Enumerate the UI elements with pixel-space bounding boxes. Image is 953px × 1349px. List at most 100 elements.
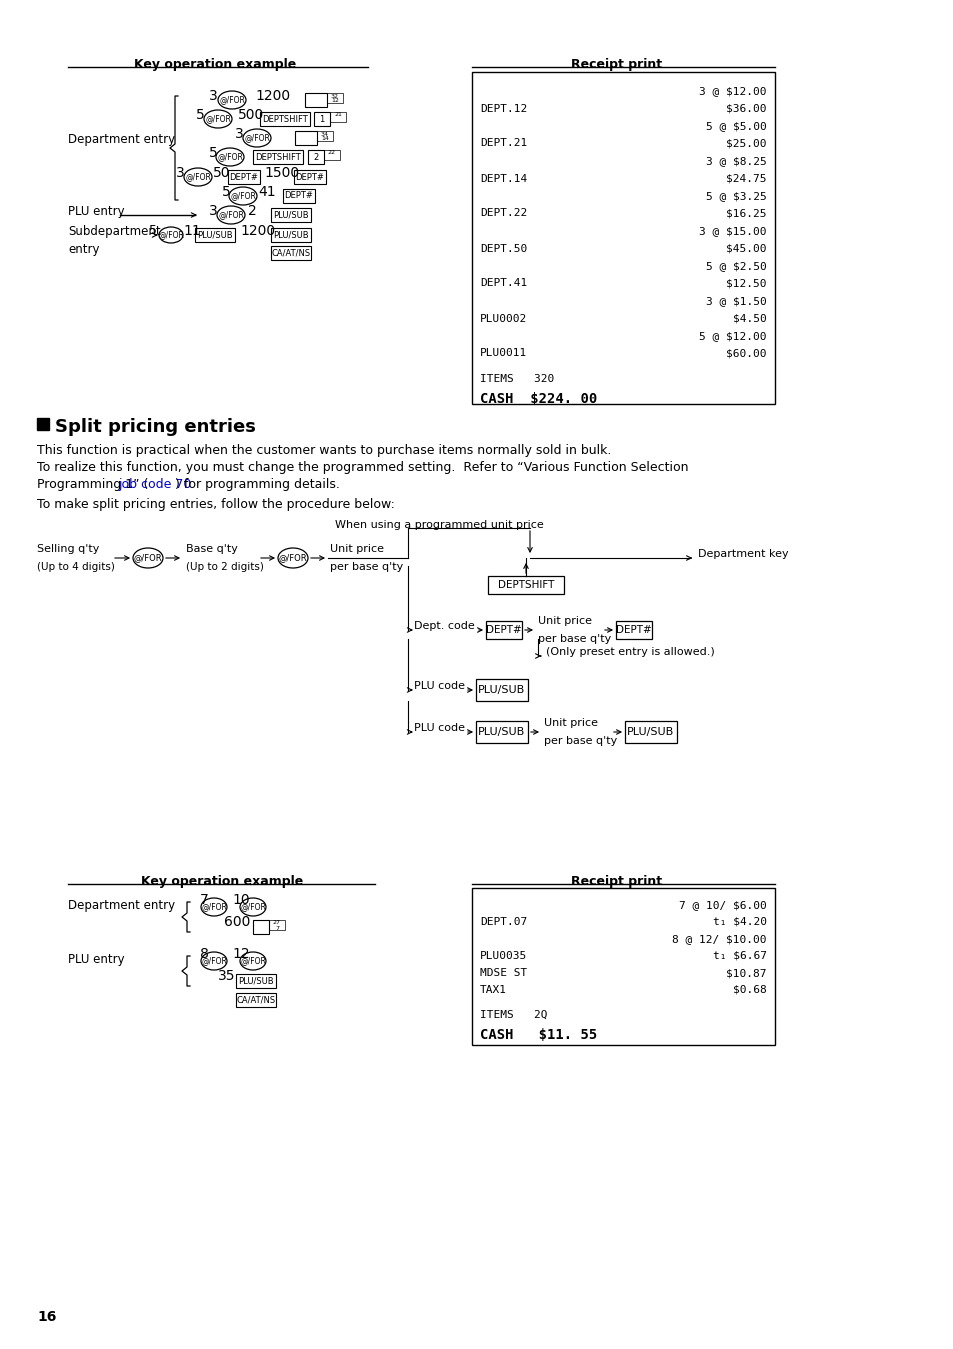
Text: DEPT.07: DEPT.07 — [479, 917, 527, 927]
Text: PLU/SUB: PLU/SUB — [273, 231, 309, 240]
Bar — [283, 189, 314, 202]
Bar — [472, 71, 774, 403]
Text: PLU/SUB: PLU/SUB — [477, 727, 525, 737]
Text: 5: 5 — [196, 108, 205, 121]
Text: per base q'ty: per base q'ty — [330, 563, 403, 572]
Text: Receipt print: Receipt print — [571, 58, 662, 71]
Bar — [271, 246, 311, 260]
Text: @/FOR: @/FOR — [218, 210, 244, 220]
Text: Selling q'ty: Selling q'ty — [37, 544, 99, 554]
Text: 14: 14 — [321, 136, 329, 142]
Text: 2: 2 — [313, 152, 318, 162]
Bar — [476, 679, 527, 701]
Text: 1500: 1500 — [264, 166, 299, 179]
Text: 3: 3 — [235, 127, 244, 142]
Text: When using a programmed unit price: When using a programmed unit price — [335, 519, 543, 530]
Text: DEPT#: DEPT# — [486, 625, 521, 635]
Bar — [253, 150, 303, 165]
Text: 3 @ $8.25: 3 @ $8.25 — [705, 156, 766, 166]
Text: t₁ $6.67: t₁ $6.67 — [712, 951, 766, 960]
Bar — [228, 170, 260, 183]
Text: Programming 1” (: Programming 1” ( — [37, 478, 149, 491]
Text: Split pricing entries: Split pricing entries — [55, 418, 255, 436]
Text: 1: 1 — [319, 115, 324, 124]
Text: 3: 3 — [209, 89, 218, 103]
Bar — [330, 112, 346, 121]
Bar — [327, 93, 343, 103]
Bar — [260, 112, 310, 125]
Text: @/FOR: @/FOR — [244, 134, 270, 143]
Bar — [476, 720, 527, 743]
Text: 12: 12 — [232, 947, 250, 960]
Text: 600: 600 — [224, 915, 250, 929]
Text: 5 @ $3.25: 5 @ $3.25 — [705, 192, 766, 201]
Text: (Up to 4 digits): (Up to 4 digits) — [37, 563, 114, 572]
Text: $0.68: $0.68 — [733, 985, 766, 996]
Text: DEPT.21: DEPT.21 — [479, 139, 527, 148]
Text: 8: 8 — [200, 947, 209, 960]
Bar — [316, 131, 333, 142]
Text: $25.00: $25.00 — [726, 139, 766, 148]
Bar — [624, 720, 677, 743]
Bar — [194, 228, 234, 241]
Text: CA/AT/NS: CA/AT/NS — [272, 248, 311, 258]
Text: DEPT#: DEPT# — [230, 173, 258, 182]
Text: t₁ $4.20: t₁ $4.20 — [712, 917, 766, 927]
Text: 21: 21 — [334, 112, 341, 117]
Text: @/FOR: @/FOR — [185, 173, 211, 182]
Text: $12.50: $12.50 — [726, 278, 766, 289]
Text: (Only preset entry is allowed.): (Only preset entry is allowed.) — [545, 648, 714, 657]
Text: per base q'ty: per base q'ty — [537, 634, 611, 643]
Text: PLU entry: PLU entry — [68, 205, 125, 217]
Text: DEPT#: DEPT# — [616, 625, 651, 635]
Text: 3 @ $1.50: 3 @ $1.50 — [705, 295, 766, 306]
Text: (Up to 2 digits): (Up to 2 digits) — [186, 563, 264, 572]
Bar — [294, 170, 326, 183]
Text: 2: 2 — [248, 204, 256, 219]
Text: DEPTSHIFT: DEPTSHIFT — [254, 152, 300, 162]
Text: PLU0002: PLU0002 — [479, 313, 527, 324]
Text: MDSE ST: MDSE ST — [479, 969, 527, 978]
Text: 500: 500 — [237, 108, 264, 121]
Text: Key operation example: Key operation example — [141, 876, 303, 888]
Text: PLU/SUB: PLU/SUB — [477, 685, 525, 695]
Bar — [269, 920, 285, 929]
Text: 3 @ $12.00: 3 @ $12.00 — [699, 86, 766, 96]
Bar — [324, 150, 339, 161]
Text: This function is practical when the customer wants to purchase items normally so: This function is practical when the cust… — [37, 444, 611, 457]
Text: 27: 27 — [273, 920, 281, 925]
Text: $4.50: $4.50 — [733, 313, 766, 324]
Bar — [37, 418, 49, 430]
Bar — [235, 993, 275, 1006]
Bar — [314, 112, 330, 125]
Text: 11: 11 — [183, 224, 200, 237]
Text: ITEMS   320: ITEMS 320 — [479, 374, 554, 384]
Text: PLU/SUB: PLU/SUB — [197, 231, 233, 240]
Text: @/FOR: @/FOR — [217, 152, 243, 162]
Bar — [488, 576, 563, 594]
Text: per base q'ty: per base q'ty — [543, 737, 617, 746]
Text: DEPT.50: DEPT.50 — [479, 244, 527, 254]
Text: ) for programming details.: ) for programming details. — [174, 478, 339, 491]
Bar — [485, 621, 521, 639]
Text: $24.75: $24.75 — [726, 174, 766, 183]
Text: TAX1: TAX1 — [479, 985, 506, 996]
Text: Key operation example: Key operation example — [133, 58, 295, 71]
Text: $16.25: $16.25 — [726, 209, 766, 219]
Text: 16: 16 — [37, 1310, 56, 1323]
Text: Receipt print: Receipt print — [571, 876, 662, 888]
Text: CASH   $11. 55: CASH $11. 55 — [479, 1028, 597, 1041]
Text: 5: 5 — [149, 224, 157, 237]
Text: entry: entry — [68, 243, 99, 255]
Text: $60.00: $60.00 — [726, 348, 766, 359]
Text: DEPT#: DEPT# — [295, 173, 324, 182]
Text: $36.00: $36.00 — [726, 104, 766, 113]
Text: 5: 5 — [209, 146, 218, 161]
Text: Department key: Department key — [698, 549, 788, 558]
Text: Subdepartment: Subdepartment — [68, 224, 160, 237]
Text: @/FOR: @/FOR — [205, 115, 231, 124]
Text: Department entry: Department entry — [68, 134, 175, 147]
Text: @/FOR: @/FOR — [201, 956, 227, 966]
Text: DEPT#: DEPT# — [284, 192, 314, 201]
Text: @/FOR: @/FOR — [240, 902, 266, 912]
